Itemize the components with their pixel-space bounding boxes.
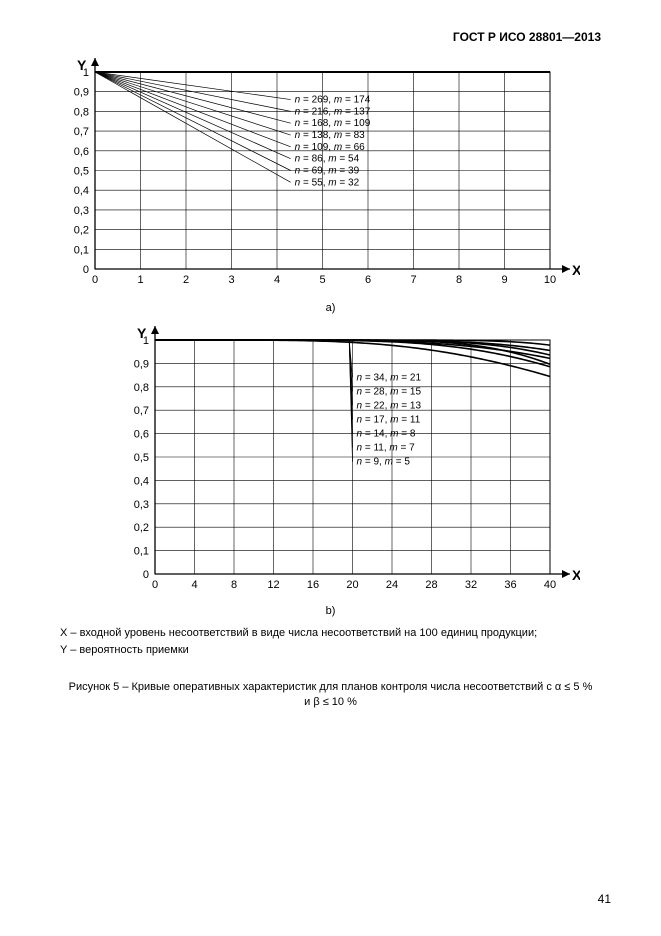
svg-text:n = 9, m = 5: n = 9, m = 5: [357, 457, 411, 468]
svg-text:n = 22, m = 13: n = 22, m = 13: [357, 401, 422, 412]
svg-text:n = 17, m = 11: n = 17, m = 11: [357, 415, 421, 426]
svg-text:0,8: 0,8: [134, 382, 149, 394]
svg-text:0,8: 0,8: [74, 106, 89, 118]
legend-y: Y – вероятность приемки: [60, 642, 621, 659]
page: ГОСТ Р ИСО 28801—2013 0 12 3 4 5 6 7 8 9 10 1 0,9 0,…: [0, 0, 661, 936]
figure-caption: Рисунок 5 – Кривые оперативных характери…: [40, 680, 621, 711]
svg-text:6: 6: [365, 274, 371, 286]
svg-text:0,5: 0,5: [134, 452, 149, 464]
svg-text:8: 8: [456, 274, 462, 286]
svg-text:0,9: 0,9: [134, 358, 149, 370]
svg-text:n = 168, m = 109: n = 168, m = 109: [295, 118, 371, 129]
svg-text:36: 36: [504, 579, 516, 591]
svg-text:n = 14, m = 8: n = 14, m = 8: [357, 429, 416, 440]
svg-text:0,7: 0,7: [74, 126, 89, 138]
svg-text:0,4: 0,4: [74, 185, 89, 197]
chart-b-wrap: 048121620242832364010,90,80,70,60,50,40,…: [100, 322, 621, 617]
svg-text:8: 8: [231, 579, 237, 591]
svg-text:40: 40: [544, 579, 556, 591]
svg-text:n = 216, m = 137: n = 216, m = 137: [295, 106, 371, 117]
svg-text:n = 34, m = 21: n = 34, m = 21: [357, 372, 422, 383]
svg-text:0,6: 0,6: [74, 146, 89, 158]
svg-text:28: 28: [425, 579, 437, 591]
svg-text:X: X: [572, 262, 580, 278]
svg-text:1: 1: [137, 274, 143, 286]
svg-text:n = 109, m = 66: n = 109, m = 66: [295, 142, 366, 153]
doc-header: ГОСТ Р ИСО 28801—2013: [40, 30, 621, 44]
svg-text:10: 10: [544, 274, 556, 286]
svg-text:n = 269, m = 174: n = 269, m = 174: [295, 95, 371, 106]
svg-text:0,2: 0,2: [74, 225, 89, 237]
svg-text:0: 0: [152, 579, 158, 591]
svg-text:0: 0: [83, 264, 89, 276]
svg-text:Y: Y: [137, 325, 147, 341]
svg-text:24: 24: [386, 579, 398, 591]
legend-x: X – входной уровень несоответствий в вид…: [60, 625, 621, 642]
axis-legend: X – входной уровень несоответствий в вид…: [60, 625, 621, 658]
svg-text:X: X: [572, 567, 580, 583]
svg-text:4: 4: [191, 579, 197, 591]
svg-text:0,1: 0,1: [74, 244, 89, 256]
caption-line2: и β ≤ 10 %: [40, 695, 621, 710]
svg-text:Y: Y: [77, 57, 87, 73]
svg-text:2: 2: [183, 274, 189, 286]
svg-text:0,1: 0,1: [134, 546, 149, 558]
svg-text:3: 3: [228, 274, 234, 286]
svg-text:0,2: 0,2: [134, 522, 149, 534]
svg-text:0: 0: [143, 569, 149, 581]
svg-text:0,6: 0,6: [134, 429, 149, 441]
chart-b: 048121620242832364010,90,80,70,60,50,40,…: [100, 322, 580, 602]
svg-text:n = 28, m = 15: n = 28, m = 15: [357, 386, 422, 397]
svg-text:n = 86, m = 54: n = 86, m = 54: [295, 154, 360, 165]
svg-text:4: 4: [274, 274, 280, 286]
chart-a-wrap: 01234567891010,90,80,70,60,50,40,30,20,1…: [40, 54, 621, 314]
svg-text:n = 11, m = 7: n = 11, m = 7: [357, 443, 416, 454]
svg-text:5: 5: [319, 274, 325, 286]
sublabel-a: a): [40, 302, 621, 314]
svg-text:0,5: 0,5: [74, 166, 89, 178]
caption-line1: Рисунок 5 – Кривые оперативных характери…: [40, 680, 621, 695]
svg-text:7: 7: [410, 274, 416, 286]
svg-text:0: 0: [92, 274, 98, 286]
svg-text:n = 69, m = 39: n = 69, m = 39: [295, 166, 360, 177]
page-number: 41: [598, 892, 611, 906]
svg-text:12: 12: [267, 579, 279, 591]
svg-text:0,7: 0,7: [134, 405, 149, 417]
svg-text:0,3: 0,3: [134, 499, 149, 511]
svg-text:0,4: 0,4: [134, 475, 149, 487]
svg-text:16: 16: [307, 579, 319, 591]
svg-text:20: 20: [346, 579, 358, 591]
svg-text:0,9: 0,9: [74, 87, 89, 99]
svg-text:0,3: 0,3: [74, 205, 89, 217]
svg-text:n = 55, m = 32: n = 55, m = 32: [295, 177, 360, 188]
svg-text:n = 138, m = 83: n = 138, m = 83: [295, 130, 366, 141]
sublabel-b: b): [40, 605, 621, 617]
svg-text:9: 9: [501, 274, 507, 286]
chart-a: 01234567891010,90,80,70,60,50,40,30,20,1…: [40, 54, 580, 299]
svg-text:32: 32: [465, 579, 477, 591]
